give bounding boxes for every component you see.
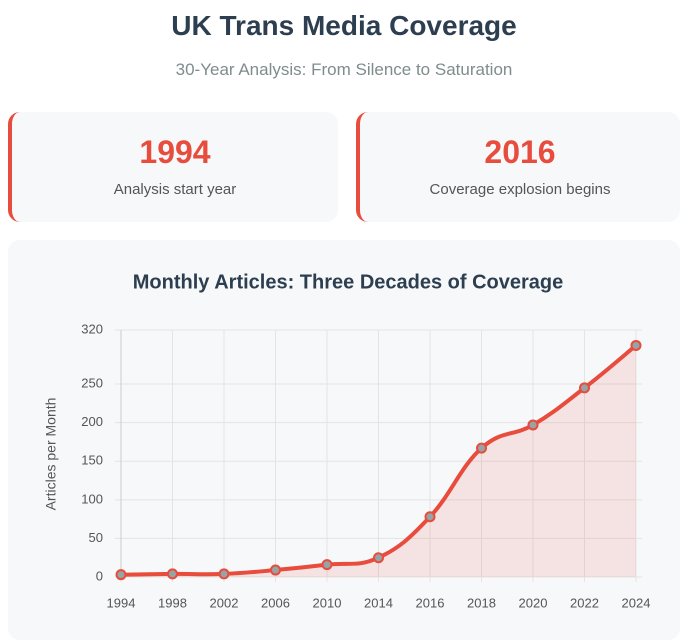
chart-title: Monthly Articles: Three Decades of Cover…: [133, 271, 564, 293]
x-tick-label: 2016: [416, 595, 445, 610]
y-tick-label: 100: [81, 491, 103, 506]
x-tick-label: 2022: [570, 595, 599, 610]
point: [476, 442, 487, 454]
y-tick-label: 250: [81, 375, 103, 390]
x-tick-label: 2024: [622, 595, 651, 610]
x-tick-label: 2014: [364, 595, 393, 610]
x-tick-label: 2020: [519, 595, 548, 610]
y-tick-label: 320: [81, 321, 103, 336]
x-tick-label: 2018: [467, 595, 496, 610]
x-tick-label: 1994: [107, 595, 136, 610]
point: [373, 552, 384, 564]
x-tick-label: 1998: [158, 595, 187, 610]
page-title: UK Trans Media Coverage: [171, 10, 517, 41]
y-tick-label: 0: [96, 568, 103, 583]
stat-value: 2016: [484, 134, 556, 170]
point: [270, 564, 281, 576]
point: [167, 568, 178, 580]
x-tick-label: 2006: [261, 595, 290, 610]
line: [120, 343, 638, 577]
point: [630, 339, 642, 351]
page-subtitle: 30-Year Analysis: From Silence to Satura…: [175, 60, 513, 79]
x-tick-label: 2010: [313, 595, 342, 610]
y-axis-label: Articles per Month: [43, 398, 59, 511]
point: [527, 419, 539, 431]
stat-card: 2016 Coverage explosion begins: [356, 112, 680, 222]
stat-label: Analysis start year: [113, 181, 237, 198]
point: [218, 568, 230, 580]
stat-label: Coverage explosion begins: [429, 181, 611, 198]
point: [579, 382, 590, 394]
x-tick-label: 2002: [210, 595, 239, 610]
point: [321, 559, 333, 571]
point: [424, 511, 436, 523]
y-tick-label: 150: [81, 453, 103, 468]
stat-value: 1994: [139, 134, 211, 170]
stat-card: 1994 Analysis start year: [8, 112, 338, 222]
point: [115, 569, 127, 581]
y-tick-label: 50: [89, 530, 103, 545]
y-tick-label: 200: [81, 414, 103, 429]
area-fill: [121, 345, 636, 577]
